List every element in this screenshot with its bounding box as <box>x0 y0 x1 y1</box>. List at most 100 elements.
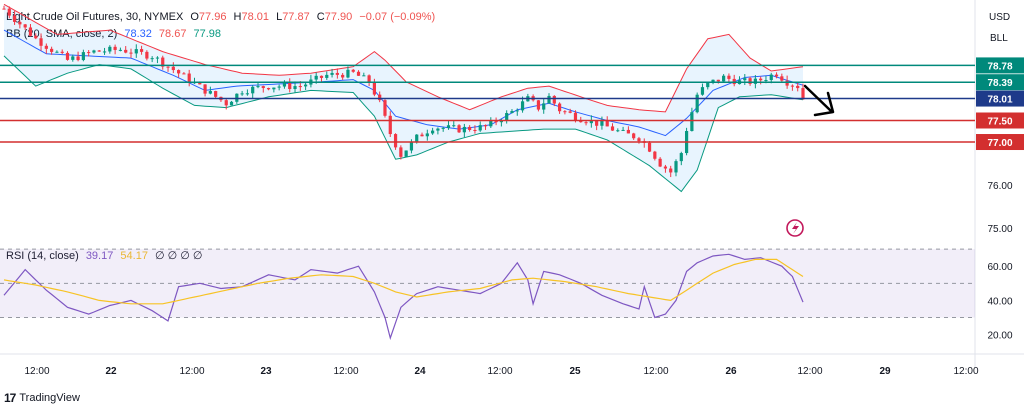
candle-body <box>229 101 234 106</box>
candle-body <box>790 85 795 87</box>
candle-body <box>2 8 6 10</box>
candle-body <box>462 126 466 133</box>
candle-body <box>679 153 683 162</box>
candle-body <box>50 48 54 52</box>
candle-body <box>76 56 80 61</box>
candle-body <box>505 113 509 121</box>
candle-body <box>129 52 133 54</box>
level-tag-77.00 <box>976 134 1024 151</box>
time-axis-tick: 12:00 <box>953 366 978 377</box>
candle-body <box>632 133 636 139</box>
unit-label[interactable]: BLL <box>990 33 1008 44</box>
currency-label[interactable]: USD <box>989 12 1011 23</box>
level-label-78.39: 78.39 <box>987 78 1012 89</box>
candle-body <box>102 51 107 53</box>
candle-body <box>187 73 191 83</box>
bb-lower-line <box>3 55 804 193</box>
candle-body <box>256 86 260 88</box>
rsi-ma-value: 54.17 <box>120 250 148 262</box>
rsi-legend[interactable]: RSI (14, close) 39.17 54.17 ∅ ∅ ∅ ∅ <box>6 249 207 262</box>
candle-body <box>473 129 477 131</box>
candle-body <box>161 57 165 67</box>
time-axis-tick: 12:00 <box>24 366 49 377</box>
candle-body <box>12 15 17 22</box>
candle-body <box>441 127 445 129</box>
time-axis-tick: 29 <box>879 366 891 377</box>
candle-body <box>39 38 43 46</box>
candle-body <box>145 51 149 59</box>
level-tag-78.01 <box>976 90 1024 107</box>
candle-body <box>722 75 726 82</box>
candle-body <box>71 56 75 60</box>
candle-body <box>647 142 652 152</box>
ohlc-high-value: 78.01 <box>241 11 269 23</box>
candle-body <box>108 46 112 52</box>
level-label-77.50: 77.50 <box>987 117 1012 128</box>
candle-body <box>28 27 33 36</box>
candle-body <box>198 82 202 85</box>
candle-body <box>341 74 345 78</box>
candle-body <box>44 45 48 49</box>
ohlc-open-label: O77.96 <box>190 11 227 23</box>
candle-body <box>330 72 334 75</box>
chart-legend-row-1: Light Crude Oil Futures, 30, NYMEX O77.9… <box>6 11 439 23</box>
candle-body <box>346 69 350 78</box>
candle-body <box>663 166 668 169</box>
time-axis-tick: 24 <box>414 366 426 377</box>
rsi-value: 39.17 <box>85 250 114 262</box>
candle-body <box>325 74 329 78</box>
ohlc-low-label: L77.87 <box>276 11 310 23</box>
candle-body <box>393 134 398 148</box>
candle-body <box>653 151 657 159</box>
candle-body <box>261 86 265 89</box>
candle-body <box>785 80 789 86</box>
candle-body <box>288 82 292 90</box>
time-axis-tick: 12:00 <box>487 366 512 377</box>
candle-body <box>92 50 96 53</box>
bb-basis-line <box>3 29 804 137</box>
candle-body <box>774 74 779 77</box>
candle-body <box>716 79 720 82</box>
flash-event-icon-bolt <box>792 222 799 234</box>
level-label-78.78: 78.78 <box>987 61 1012 72</box>
candle-body <box>478 125 482 131</box>
candle-body <box>743 78 747 81</box>
candle-body <box>690 112 694 132</box>
candle-body <box>388 115 392 135</box>
candle-body <box>240 93 244 95</box>
candle-body <box>404 150 408 157</box>
candle-body <box>362 75 366 77</box>
candle-body <box>711 79 715 83</box>
annotation-arrow <box>803 84 835 117</box>
candle-body <box>124 49 128 53</box>
candle-body <box>113 46 117 50</box>
ohlc-open-value: 77.96 <box>198 11 227 23</box>
tradingview-logo[interactable]: 17 TradingView <box>4 391 80 405</box>
candle-body <box>166 66 170 68</box>
candle-body <box>208 91 212 94</box>
flash-event-icon <box>786 219 804 237</box>
candle-body <box>674 161 678 173</box>
candle-body <box>547 95 551 104</box>
candle-body <box>801 88 805 100</box>
candle-body <box>436 128 440 131</box>
tradingview-logo-mark: 17 <box>4 391 16 405</box>
time-axis-tick: 12:00 <box>797 366 822 377</box>
candle-body <box>610 126 615 131</box>
candle-body <box>700 87 705 95</box>
candle-body <box>595 120 599 126</box>
time-axis-tick: 22 <box>105 366 117 377</box>
bb-upper-value: 78.67 <box>158 28 187 40</box>
rsi-indicator-label[interactable]: RSI (14, close) <box>6 250 79 262</box>
rsi-axis-tick: 60.00 <box>987 262 1012 273</box>
ohlc-low-value: 77.87 <box>282 11 310 23</box>
candle-body <box>251 86 255 94</box>
rsi-extra-values: ∅ ∅ ∅ ∅ <box>155 250 203 262</box>
candle-body <box>420 134 424 137</box>
candle-body <box>499 120 503 123</box>
candle-body <box>65 52 70 60</box>
candle-body <box>171 66 175 71</box>
candle-body <box>139 49 144 52</box>
candle-body <box>214 91 218 97</box>
